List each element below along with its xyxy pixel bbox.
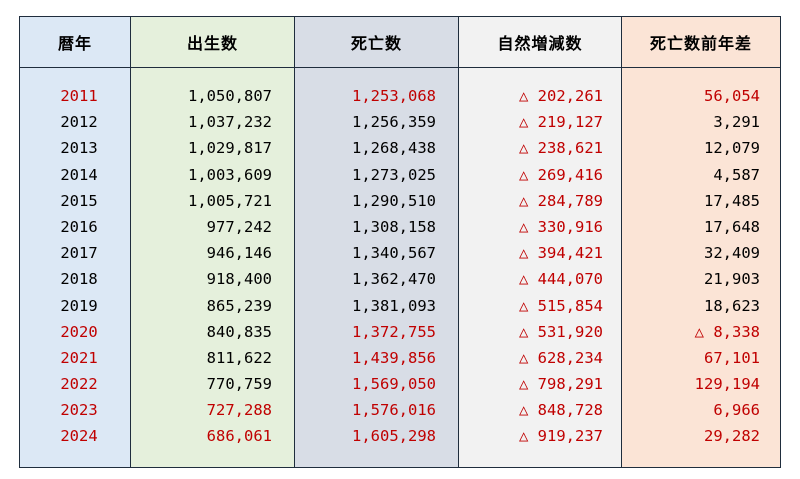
deaths-cell: 1,439,856: [352, 348, 436, 367]
year-cell: 2015: [60, 191, 98, 210]
births-cell: 1,003,609: [188, 165, 272, 184]
natural-change-cells: △ 202,261 △ 219,127 △ 238,621 △ 269,416 △ 28…: [459, 68, 621, 450]
deaths-cell: 1,340,567: [352, 244, 436, 263]
natural-change-cell: △ 848,728: [519, 401, 603, 420]
deaths-cell: 1,268,438: [352, 139, 436, 158]
natural-change-cell: △ 269,416: [519, 165, 603, 184]
year-cell: 2020: [60, 322, 98, 341]
deaths-cell: 1,362,470: [352, 270, 436, 289]
births-header: 出生数: [131, 17, 294, 68]
death-yoy-cell: 17,648: [704, 217, 760, 236]
year-cell: 2012: [60, 113, 98, 132]
death-yoy-cell: 67,101: [704, 348, 760, 367]
year-cell: 2017: [60, 244, 98, 263]
births-cell: 1,005,721: [188, 191, 272, 210]
births-cell: 770,759: [206, 375, 272, 394]
deaths-cell: 1,381,093: [352, 296, 436, 315]
natural-change-cell: △ 219,127: [519, 113, 603, 132]
natural-change-cell: △ 919,237: [519, 427, 603, 446]
natural-change-cell: △ 628,234: [519, 348, 603, 367]
death-yoy-cell: 3,291: [713, 113, 760, 132]
births-cell: 1,050,807: [188, 87, 272, 105]
natural-change-column: 自然増減数 △ 202,261 △ 219,127 △ 238,621 △ 269,4…: [459, 17, 622, 467]
year-cell: 2023: [60, 401, 98, 420]
year-cell: 2014: [60, 165, 98, 184]
natural-change-cell: △ 284,789: [519, 191, 603, 210]
death-yoy-column: 死亡数前年差 56,054 3,291 12,079 4,587 17,485 17,64…: [622, 17, 780, 467]
births-cell: 1,037,232: [188, 113, 272, 132]
births-cell: 727,288: [206, 401, 272, 420]
deaths-column: 死亡数 1,253,068 1,256,359 1,268,438 1,273,025…: [295, 17, 459, 467]
deaths-cell: 1,253,068: [352, 87, 436, 105]
year-column: 暦年 2011 2012 2013 2014 2015 2016 2017 2018 2019 2…: [20, 17, 131, 467]
deaths-cell: 1,569,050: [352, 375, 436, 394]
births-cells: 1,050,807 1,037,232 1,029,817 1,003,609 1,00…: [131, 68, 294, 450]
natural-change-cell: △ 330,916: [519, 217, 603, 236]
deaths-cells: 1,253,068 1,256,359 1,268,438 1,273,025 1,29…: [295, 68, 458, 450]
year-cell: 2016: [60, 217, 98, 236]
death-yoy-cells: 56,054 3,291 12,079 4,587 17,485 17,648 32,409…: [622, 68, 780, 450]
death-yoy-cell: 18,623: [704, 296, 760, 315]
death-yoy-cell: 12,079: [704, 139, 760, 158]
year-cell: 2013: [60, 139, 98, 158]
births-cell: 977,242: [206, 217, 272, 236]
death-yoy-header: 死亡数前年差: [622, 17, 780, 68]
death-yoy-cell: 4,587: [713, 165, 760, 184]
deaths-header: 死亡数: [295, 17, 458, 68]
births-cell: 811,622: [206, 348, 272, 367]
births-column: 出生数 1,050,807 1,037,232 1,029,817 1,003,609…: [131, 17, 295, 467]
deaths-cell: 1,372,755: [352, 322, 436, 341]
natural-change-cell: △ 238,621: [519, 139, 603, 158]
deaths-cell: 1,256,359: [352, 113, 436, 132]
death-yoy-cell: 17,485: [704, 191, 760, 210]
deaths-cell: 1,605,298: [352, 427, 436, 446]
natural-change-header: 自然増減数: [459, 17, 621, 68]
natural-change-cell: △ 515,854: [519, 296, 603, 315]
deaths-cell: 1,308,158: [352, 217, 436, 236]
death-yoy-cell: 21,903: [704, 270, 760, 289]
vital-statistics-table: 暦年 2011 2012 2013 2014 2015 2016 2017 2018 2019 2…: [19, 16, 781, 468]
death-yoy-cell: 32,409: [704, 244, 760, 263]
year-cell: 2021: [60, 348, 98, 367]
death-yoy-cell: 56,054: [704, 87, 760, 105]
deaths-cell: 1,273,025: [352, 165, 436, 184]
natural-change-cell: △ 444,070: [519, 270, 603, 289]
year-cell: 2024: [60, 427, 98, 446]
births-cell: 686,061: [206, 427, 272, 446]
year-cell: 2022: [60, 375, 98, 394]
year-cell: 2019: [60, 296, 98, 315]
death-yoy-cell: △ 8,338: [694, 322, 760, 341]
births-cell: 946,146: [206, 244, 272, 263]
births-cell: 918,400: [206, 270, 272, 289]
births-cell: 840,835: [206, 322, 272, 341]
year-cell: 2018: [60, 270, 98, 289]
year-header: 暦年: [20, 17, 130, 68]
deaths-cell: 1,290,510: [352, 191, 436, 210]
death-yoy-cell: 29,282: [704, 427, 760, 446]
natural-change-cell: △ 202,261: [519, 87, 603, 105]
death-yoy-cell: 6,966: [713, 401, 760, 420]
deaths-cell: 1,576,016: [352, 401, 436, 420]
births-cell: 1,029,817: [188, 139, 272, 158]
births-cell: 865,239: [206, 296, 272, 315]
death-yoy-cell: 129,194: [694, 375, 760, 394]
year-cells: 2011 2012 2013 2014 2015 2016 2017 2018 2019 2020…: [20, 68, 130, 450]
natural-change-cell: △ 394,421: [519, 244, 603, 263]
natural-change-cell: △ 531,920: [519, 322, 603, 341]
natural-change-cell: △ 798,291: [519, 375, 603, 394]
year-cell: 2011: [60, 87, 98, 105]
